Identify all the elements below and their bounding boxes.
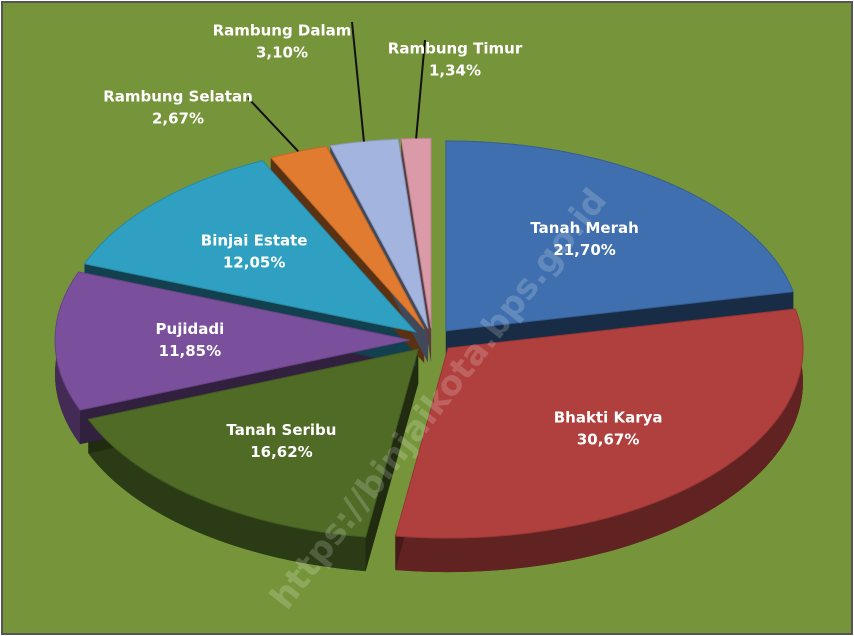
slice-side <box>395 308 803 573</box>
data-label-name: Binjai Estate <box>201 232 308 250</box>
data-label-value: 2,67% <box>152 110 204 128</box>
data-label-name: Rambung Dalam <box>213 22 352 40</box>
data-label-value: 1,34% <box>429 62 481 80</box>
leader-line <box>351 21 365 142</box>
data-label-value: 16,62% <box>250 443 312 461</box>
data-label-name: Tanah Merah <box>530 219 638 237</box>
pie-slice <box>394 308 804 539</box>
slice-side <box>88 419 366 572</box>
data-label-name: Pujidadi <box>156 320 225 338</box>
pie-slice <box>83 160 418 333</box>
pie-slice <box>445 140 794 332</box>
data-label-name: Tanah Seribu <box>226 421 336 439</box>
data-label-value: 11,85% <box>159 342 221 360</box>
leader-line <box>247 97 299 153</box>
data-label-value: 3,10% <box>256 44 308 62</box>
data-label-name: Bhakti Karya <box>554 408 663 426</box>
data-label-value: 21,70% <box>553 241 615 259</box>
data-label-name: Rambung Selatan <box>103 88 253 106</box>
slice-cut <box>445 140 794 365</box>
pie-slice <box>87 348 420 538</box>
data-labels: Tanah Merah 21,70% Bhakti Karya 30,67% Tanah… <box>103 22 662 461</box>
data-label-value: 12,05% <box>223 254 285 272</box>
leader-line <box>415 39 426 139</box>
pie-slice <box>54 271 411 411</box>
pie-slice <box>329 138 429 329</box>
data-label-name: Rambung Timur <box>388 40 523 58</box>
pie-tops <box>54 137 804 539</box>
data-label-value: 30,67% <box>577 430 639 448</box>
pie-slice <box>400 137 432 329</box>
